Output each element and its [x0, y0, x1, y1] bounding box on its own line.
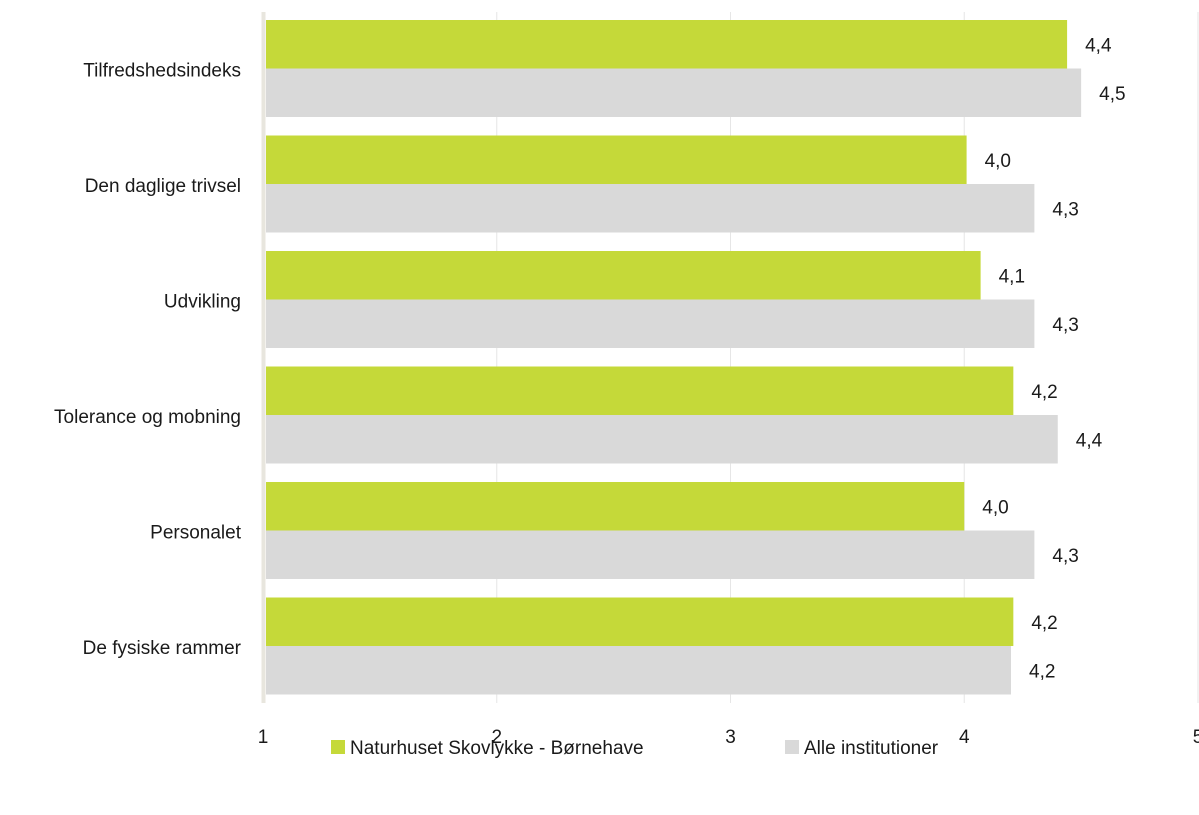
- x-tick-label-1: 1: [258, 727, 269, 748]
- category-label-3: Udvikling: [164, 292, 241, 313]
- value-labels: 4,4 4,5 4,0 4,3 4,1 4,3 4,2 4,4 4,0 4,3 4,2 4,2: [982, 35, 1125, 682]
- value-label-s1-c6: 4,2: [1031, 613, 1057, 634]
- legend-swatch-series-1: [331, 740, 345, 754]
- value-label-s2-c4: 4,4: [1076, 430, 1103, 451]
- category-label-6: De fysiske rammer: [83, 638, 242, 659]
- value-label-s2-c5: 4,3: [1052, 546, 1078, 567]
- bar-s1-c4: [266, 366, 1014, 415]
- x-tick-label-2: 2: [491, 727, 502, 748]
- x-tick-label-3: 3: [725, 727, 736, 748]
- legend-swatch-series-2: [785, 740, 799, 754]
- value-label-s1-c5: 4,0: [982, 497, 1008, 518]
- value-label-s1-c1: 4,4: [1085, 35, 1112, 56]
- bar-s2-c3: [266, 299, 1035, 348]
- bar-s1-c6: [266, 597, 1014, 646]
- legend-label-series-2: Alle institutioner: [804, 738, 939, 759]
- bar-s2-c1: [266, 68, 1082, 117]
- legend-label-series-1: Naturhuset Skovlykke - Børnehave: [350, 738, 644, 759]
- legend: Naturhuset Skovlykke - Børnehave Alle in…: [331, 738, 939, 759]
- bar-s2-c4: [266, 415, 1058, 464]
- x-tick-label-5: 5: [1193, 727, 1199, 748]
- category-label-1: Tilfredshedsindeks: [83, 61, 241, 82]
- bar-s2-c5: [266, 530, 1035, 579]
- x-axis-tick-labels: 1 2 3 4 5: [258, 727, 1199, 748]
- category-label-5: Personalet: [150, 523, 242, 544]
- legend-item-series-2: Alle institutioner: [785, 738, 939, 759]
- bar-s1-c3: [266, 251, 981, 300]
- bar-s1-c1: [266, 20, 1068, 69]
- category-label-2: Den daglige trivsel: [85, 176, 241, 197]
- value-label-s1-c4: 4,2: [1031, 382, 1057, 403]
- category-labels: Tilfredshedsindeks Den daglige trivsel Udv…: [54, 61, 242, 660]
- bar-s2-c6: [266, 646, 1011, 695]
- bars-group: [266, 20, 1082, 695]
- bar-s1-c2: [266, 135, 967, 184]
- x-tick-label-4: 4: [959, 727, 970, 748]
- bar-s2-c2: [266, 184, 1035, 233]
- legend-item-series-1: Naturhuset Skovlykke - Børnehave: [331, 738, 644, 759]
- value-label-s2-c6: 4,2: [1029, 661, 1055, 682]
- value-label-s1-c3: 4,1: [999, 266, 1025, 287]
- value-label-s2-c1: 4,5: [1099, 84, 1125, 105]
- value-label-s1-c2: 4,0: [985, 151, 1011, 172]
- gridlines: [496, 12, 1199, 703]
- category-label-4: Tolerance og mobning: [54, 407, 241, 428]
- bar-s1-c5: [266, 482, 965, 531]
- value-label-s2-c2: 4,3: [1052, 199, 1078, 220]
- value-label-s2-c3: 4,3: [1052, 315, 1078, 336]
